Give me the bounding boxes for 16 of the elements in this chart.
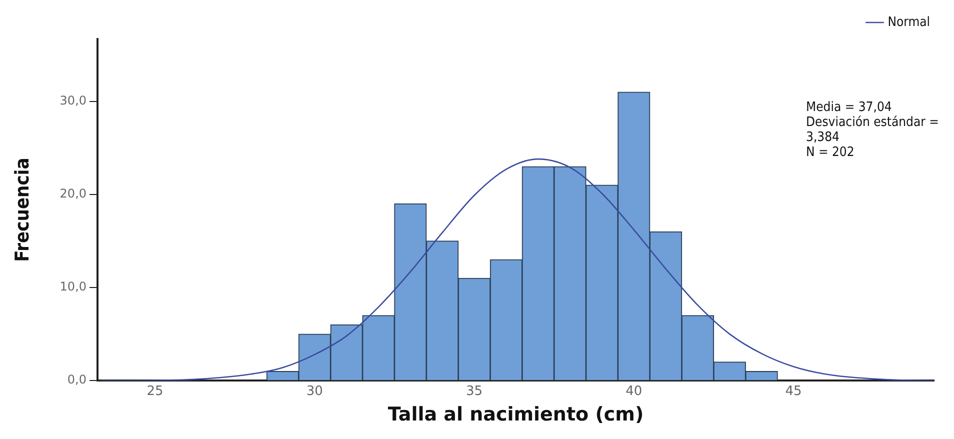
legend-label: Normal xyxy=(888,14,930,30)
x-tick-label: 25 xyxy=(146,384,164,399)
x-axis-title: Talla al nacimiento (cm) xyxy=(388,404,644,426)
annotation: N = 202 xyxy=(806,144,854,160)
x-tick-label: 40 xyxy=(626,384,642,399)
x-tick-label: 45 xyxy=(785,384,802,399)
annotation: Desviación estándar = 3,384 xyxy=(806,114,939,145)
annotation: Media = 37,04 xyxy=(806,100,892,115)
y-tick-label: 0,0 xyxy=(67,372,87,387)
line-series xyxy=(100,158,934,381)
y-tick-label: 10,0 xyxy=(60,280,87,294)
y-axis-title: Frecuencia xyxy=(11,158,34,262)
y-tick-label: 20,0 xyxy=(60,186,87,201)
y-tick-label: 30,0 xyxy=(60,93,87,108)
x-tick-label: 30 xyxy=(306,384,323,399)
x-tick-label: 35 xyxy=(466,384,483,399)
